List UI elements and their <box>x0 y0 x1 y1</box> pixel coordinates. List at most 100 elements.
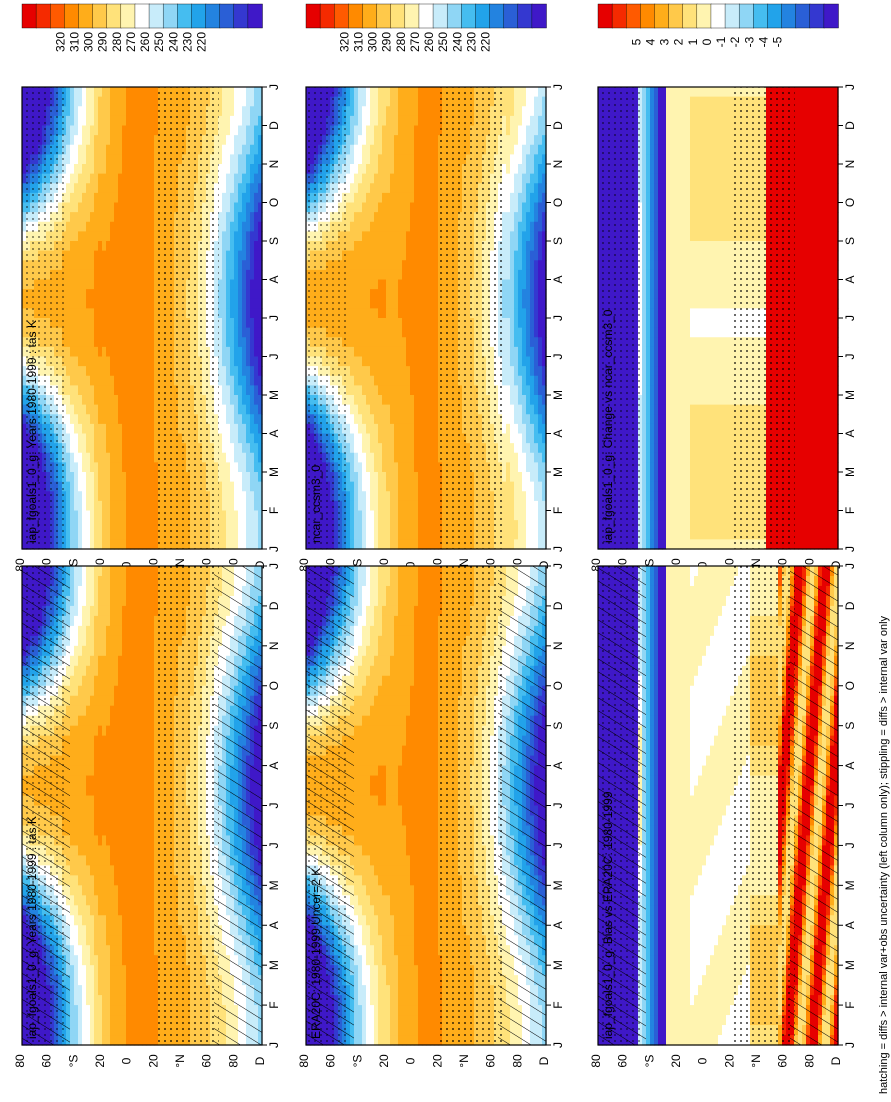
heat-cell <box>250 279 255 290</box>
heat-cell <box>98 241 103 252</box>
heat-cell <box>106 125 111 136</box>
heat-cell <box>230 318 235 329</box>
heat-cell <box>94 1035 99 1046</box>
heat-cell <box>82 745 87 757</box>
heat-cell <box>150 995 155 1006</box>
heat-cell <box>98 715 103 727</box>
heat-cell <box>134 785 139 797</box>
heat-cell <box>258 318 263 329</box>
heat-cell <box>102 144 107 155</box>
heat-cell <box>74 885 79 896</box>
heat-cell <box>226 472 231 483</box>
heat-cell <box>98 529 103 540</box>
heat-cell <box>226 308 231 319</box>
heat-cell <box>142 510 147 521</box>
heat-cell <box>74 154 79 165</box>
heat-cell <box>130 785 135 797</box>
heat-cell <box>246 289 251 300</box>
heat-cell <box>242 337 247 348</box>
heat-cell <box>82 825 87 837</box>
heat-cell <box>142 945 147 956</box>
heat-cell <box>258 327 263 338</box>
heat-cell <box>142 965 147 976</box>
heat-cell <box>138 87 143 98</box>
heat-cell <box>66 385 71 396</box>
heat-cell <box>142 443 147 454</box>
heat-cell <box>150 885 155 896</box>
heat-cell <box>110 375 115 386</box>
heat-cell <box>82 1025 87 1036</box>
heat-cell <box>106 481 111 492</box>
heat-cell <box>102 645 107 657</box>
heat-cell <box>106 250 111 261</box>
heat-cell <box>74 685 79 697</box>
heat-cell <box>218 423 223 435</box>
heat-cell <box>86 695 91 707</box>
heat-cell <box>114 855 119 866</box>
heat-cell <box>110 615 115 627</box>
heat-cell <box>142 404 147 415</box>
heat-cell <box>66 250 71 261</box>
heat-cell <box>74 605 79 617</box>
heat-cell <box>230 375 235 386</box>
heat-cell <box>90 298 95 309</box>
heat-cell <box>106 115 111 127</box>
heat-cell <box>138 241 143 252</box>
heat-cell <box>242 500 247 512</box>
heat-cell <box>238 414 243 425</box>
heat-cell <box>138 865 143 876</box>
heat-cell <box>222 433 227 444</box>
heat-cell <box>114 183 119 194</box>
heat-cell <box>86 775 91 787</box>
heat-cell <box>258 366 263 377</box>
heat-cell <box>94 785 99 797</box>
heat-cell <box>122 1025 127 1036</box>
heat-cell <box>78 144 83 155</box>
heat-cell <box>118 865 123 876</box>
heat-cell <box>94 875 99 886</box>
heat-cell <box>118 605 123 617</box>
heat-cell <box>94 366 99 377</box>
heat-cell <box>122 605 127 617</box>
heat-cell <box>114 1025 119 1036</box>
heat-cell <box>130 925 135 936</box>
heat-cell <box>106 164 111 175</box>
heat-cell <box>106 462 111 473</box>
heat-cell <box>150 318 155 329</box>
heat-cell <box>70 755 75 767</box>
heat-cell <box>94 605 99 617</box>
heat-cell <box>110 366 115 377</box>
heat-cell <box>70 337 75 348</box>
heat-cell <box>122 915 127 926</box>
heat-cell <box>150 375 155 386</box>
heat-cell <box>130 260 135 271</box>
heat-cell <box>134 144 139 155</box>
heat-cell <box>86 955 91 966</box>
heat-cell <box>110 895 115 906</box>
heat-cell <box>218 106 223 117</box>
heat-cell <box>106 725 111 737</box>
heat-cell <box>70 106 75 117</box>
heat-cell <box>126 735 131 747</box>
heat-cell <box>102 605 107 617</box>
heat-cell <box>242 221 247 232</box>
heat-cell <box>126 925 131 936</box>
heat-cell <box>78 575 83 587</box>
heat-cell <box>98 337 103 348</box>
heat-cell <box>70 452 75 463</box>
heat-cell <box>134 805 139 817</box>
heat-cell <box>78 935 83 946</box>
heat-cell <box>118 695 123 707</box>
heat-cell <box>70 202 75 213</box>
heat-cell <box>86 202 91 213</box>
heat-cell <box>118 635 123 647</box>
heat-cell <box>130 935 135 946</box>
heat-cell <box>110 585 115 597</box>
heat-cell <box>122 529 127 540</box>
heat-cell <box>94 945 99 956</box>
heat-cell <box>258 269 263 281</box>
heat-cell <box>70 795 75 807</box>
heat-cell <box>70 183 75 194</box>
heat-cell <box>114 715 119 727</box>
heat-cell <box>146 735 151 747</box>
